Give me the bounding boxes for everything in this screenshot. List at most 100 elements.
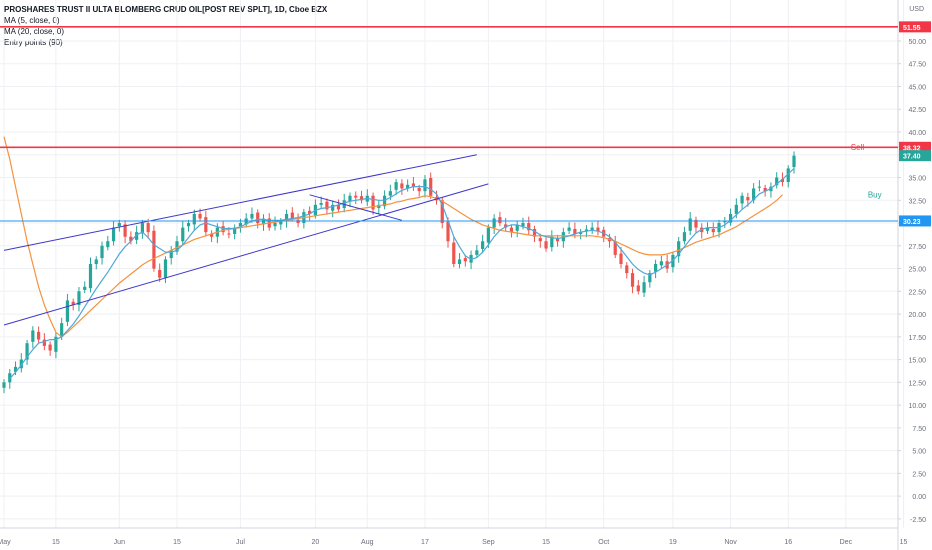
candle-body (654, 264, 658, 272)
candle-body (8, 373, 12, 383)
last-price-badge-bg (899, 150, 931, 162)
y-tick-label: 12.50 (908, 380, 926, 387)
candle-body (780, 178, 785, 183)
candle-body (452, 242, 456, 264)
candle-body (371, 195, 375, 210)
y-tick-label: 25.00 (908, 267, 926, 274)
candle-body (463, 258, 467, 262)
y-tick-label: 5.00 (912, 449, 926, 456)
y-tick-label: 50.00 (908, 39, 926, 46)
signal-label-buy: Buy (868, 191, 882, 200)
candle-body (630, 273, 635, 287)
candle-body (400, 183, 404, 189)
candle-body (619, 253, 623, 264)
candle-body (746, 197, 750, 201)
x-tick-label: 19 (669, 539, 677, 546)
candle-body (705, 227, 710, 231)
candle-body (31, 330, 35, 342)
x-tick-label: Nov (724, 539, 737, 546)
candle-body (209, 233, 214, 237)
candle-body (457, 259, 462, 264)
x-tick-label: 15 (52, 539, 60, 546)
price-badge-38-32-bg (899, 141, 931, 153)
candle-body (584, 229, 589, 231)
candle-body (238, 223, 243, 227)
candle-body (36, 331, 41, 340)
candle-body (509, 227, 514, 233)
candle-body (377, 204, 381, 209)
x-tick-label: Aug (361, 539, 374, 546)
y-tick-label: 42.50 (908, 107, 926, 114)
candle-body (406, 184, 410, 189)
candle-body (175, 241, 179, 252)
candle-body (555, 238, 560, 242)
y-tick-label: 35.00 (908, 176, 926, 183)
y-tick-label: -2.50 (910, 517, 926, 524)
y-tick-label: 10.00 (908, 403, 926, 410)
ma5-line (9, 167, 795, 380)
candle-body (65, 300, 70, 322)
candle-body (486, 227, 490, 243)
candle-body (106, 241, 110, 248)
candle-body (481, 241, 485, 249)
price-badge-30-23: 30.23 (903, 219, 921, 226)
x-tick-label: 15 (173, 539, 181, 546)
x-tick-label: Jun (114, 539, 125, 546)
chart-legend: PROSHARES TRUST II ULTA BLOMBERG CRUD OI… (4, 4, 327, 48)
legend-ma5[interactable]: MA (5, close, 0) (4, 16, 60, 25)
candle-body (567, 227, 571, 231)
candle-body (111, 227, 116, 242)
candle-body (734, 204, 738, 214)
candle-body (60, 323, 64, 337)
candle-body (129, 236, 133, 242)
legend-ma20[interactable]: MA (20, close, 0) (4, 27, 65, 36)
y-tick-label: 47.50 (908, 62, 926, 69)
candle-body (290, 212, 294, 219)
candle-body (504, 224, 508, 228)
x-tick-label: 15 (900, 539, 908, 546)
chart-title: PROSHARES TRUST II ULTA BLOMBERG CRUD OI… (4, 5, 328, 14)
candle-body (527, 223, 531, 231)
y-tick-label: 27.50 (908, 244, 926, 251)
candle-body (659, 261, 663, 266)
candle-body (54, 336, 58, 352)
candle-body (440, 200, 444, 224)
legend-entry-points[interactable]: Entry points (90) (4, 38, 63, 47)
candle-body (117, 223, 121, 227)
candle-body (677, 241, 681, 257)
candle-body (100, 245, 104, 259)
y-tick-label: 15.00 (908, 358, 926, 365)
candle-body (163, 259, 168, 278)
trendline (309, 194, 403, 221)
candle-body (71, 301, 75, 305)
candle-body (550, 236, 554, 248)
candle-body (682, 232, 687, 242)
candle-body (204, 217, 208, 233)
candle-body (19, 359, 23, 369)
candle-body (273, 223, 277, 227)
candle-body (261, 218, 266, 225)
y-tick-label: 0.00 (912, 494, 926, 501)
candle-body (152, 230, 156, 269)
candle-body (331, 204, 335, 211)
candle-body (625, 265, 629, 274)
candle-body (411, 183, 416, 187)
candle-body (498, 217, 502, 224)
candle-body (88, 264, 93, 289)
x-tick-label: Oct (598, 539, 609, 546)
candle-body (694, 219, 698, 228)
candle-body (221, 226, 225, 233)
x-tick-label: 16 (784, 539, 792, 546)
candle-body (388, 191, 392, 196)
price-badge-51-55-bg (899, 21, 931, 33)
candle-body (492, 218, 496, 228)
candle-body (573, 228, 577, 234)
candle-body (382, 195, 387, 207)
y-tick-label: 2.50 (912, 471, 926, 478)
candle-body (423, 179, 427, 192)
candle-body (532, 228, 537, 237)
candle-body (123, 224, 127, 237)
candle-body (325, 201, 329, 210)
y-tick-label: 17.50 (908, 335, 926, 342)
